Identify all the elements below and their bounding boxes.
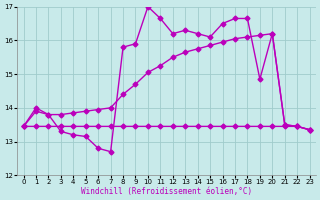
X-axis label: Windchill (Refroidissement éolien,°C): Windchill (Refroidissement éolien,°C) <box>81 187 252 196</box>
